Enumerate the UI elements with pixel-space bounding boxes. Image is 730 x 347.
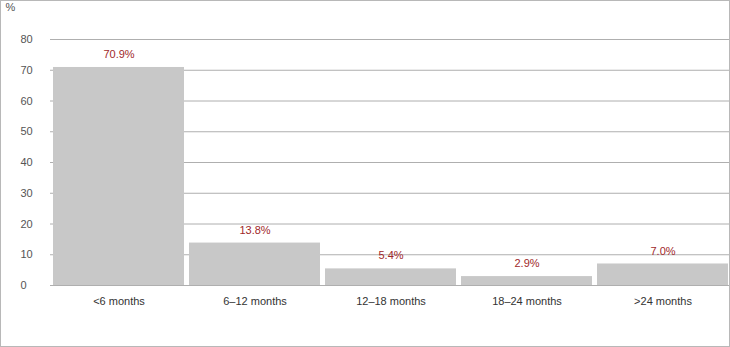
svg-text:12–18 months: 12–18 months <box>356 295 426 307</box>
svg-text:2.9%: 2.9% <box>514 257 539 269</box>
svg-text:10: 10 <box>21 248 33 260</box>
svg-text:7.0%: 7.0% <box>650 244 675 256</box>
svg-text:18–24 months: 18–24 months <box>492 295 562 307</box>
svg-text:30: 30 <box>21 187 33 199</box>
svg-text:80: 80 <box>21 33 33 45</box>
svg-text:0: 0 <box>21 279 27 291</box>
svg-text:5.4%: 5.4% <box>378 249 403 261</box>
svg-text:60: 60 <box>21 95 33 107</box>
svg-text:6–12 months: 6–12 months <box>223 295 287 307</box>
svg-text:%: % <box>6 1 16 13</box>
svg-text:70.9%: 70.9% <box>103 48 134 60</box>
svg-text:>24 months: >24 months <box>634 295 692 307</box>
svg-text:70: 70 <box>21 64 33 76</box>
svg-text:50: 50 <box>21 125 33 137</box>
svg-text:13.8%: 13.8% <box>239 224 270 236</box>
svg-text:40: 40 <box>21 156 33 168</box>
svg-text:20: 20 <box>21 218 33 230</box>
svg-text:<6 months: <6 months <box>93 295 145 307</box>
